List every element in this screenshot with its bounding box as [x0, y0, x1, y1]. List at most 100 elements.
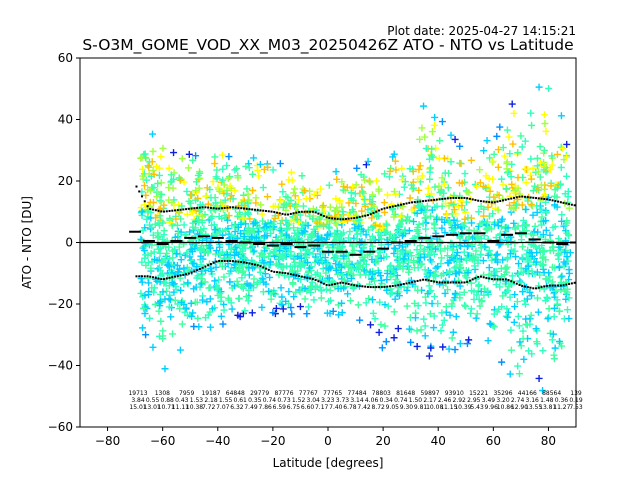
- scatter-point: [422, 299, 430, 307]
- scatter-point: [503, 165, 511, 173]
- scatter-point: [291, 185, 299, 193]
- scatter-point: [310, 190, 318, 198]
- scatter-point: [223, 190, 231, 198]
- y-axis: −60 −40 −20 0 20 40 60: [48, 51, 80, 434]
- scatter-point: [544, 315, 552, 323]
- scatter-point: [301, 242, 309, 250]
- scatter-point: [214, 183, 222, 191]
- std-marker: [402, 203, 405, 206]
- scatter-point: [506, 293, 514, 301]
- scatter-point: [437, 327, 445, 335]
- scatter-point: [231, 252, 239, 260]
- scatter-point: [187, 299, 195, 307]
- scatter-point: [381, 322, 389, 330]
- scatter-point: [420, 102, 428, 110]
- scatter-point: [421, 332, 429, 340]
- scatter-point: [322, 285, 330, 293]
- std-marker: [394, 284, 397, 287]
- scatter-point: [150, 248, 158, 256]
- scatter-point: [425, 251, 433, 259]
- std-marker: [165, 277, 168, 280]
- std-marker: [251, 208, 254, 211]
- scatter-point: [421, 266, 429, 274]
- y-tick-label: −40: [48, 359, 73, 373]
- scatter-point: [290, 224, 298, 232]
- scatter-point: [527, 230, 535, 238]
- scatter-point: [473, 310, 481, 318]
- scatter-point: [334, 244, 342, 252]
- scatter-point: [542, 168, 550, 176]
- scatter-point: [563, 229, 571, 237]
- scatter-point: [356, 316, 364, 324]
- scatter-point: [192, 207, 200, 215]
- scatter-point: [284, 221, 292, 229]
- std-marker: [499, 278, 502, 281]
- std-marker: [204, 206, 207, 209]
- scatter-point: [415, 220, 423, 228]
- std-marker: [501, 199, 504, 202]
- std-marker: [146, 205, 149, 208]
- scatter-point: [524, 197, 532, 205]
- scatter-point: [183, 210, 191, 218]
- scatter-point: [522, 265, 530, 273]
- scatter-point: [503, 158, 511, 166]
- scatter-point: [316, 284, 324, 292]
- scatter-point: [517, 132, 525, 140]
- scatter-point: [174, 300, 182, 308]
- std-marker: [485, 200, 488, 203]
- std-marker: [422, 200, 425, 203]
- scatter-point: [254, 228, 262, 236]
- scatter-point: [335, 261, 343, 269]
- scatter-point: [296, 303, 304, 311]
- bin-stat-std: 6.75: [287, 404, 301, 411]
- scatter-point: [169, 247, 177, 255]
- scatter-point: [326, 203, 334, 211]
- scatter-point: [169, 184, 177, 192]
- scatter-point: [301, 187, 309, 195]
- scatter-point: [443, 211, 451, 219]
- std-marker: [242, 207, 245, 210]
- scatter-point: [219, 165, 227, 173]
- std-marker: [350, 283, 353, 286]
- scatter-point: [256, 160, 264, 168]
- scatter-point: [234, 212, 242, 220]
- std-marker: [490, 278, 493, 281]
- scatter-point: [272, 304, 280, 312]
- scatter-point: [499, 181, 507, 189]
- scatter-point: [325, 274, 333, 282]
- scatter-point: [325, 181, 333, 189]
- scatter-point: [197, 252, 205, 260]
- scatter-point: [372, 259, 380, 267]
- bin-stat-mean: 0.74: [394, 397, 408, 404]
- std-marker: [201, 266, 204, 269]
- scatter-point: [353, 230, 361, 238]
- scatter-point: [425, 352, 433, 360]
- scatter-point: [533, 340, 541, 348]
- scatter-point: [476, 179, 484, 187]
- std-marker: [193, 270, 196, 273]
- std-marker: [411, 201, 414, 204]
- y-tick-label: 40: [58, 113, 73, 127]
- scatter-point: [485, 247, 493, 255]
- std-marker: [226, 259, 229, 262]
- scatter-point: [480, 205, 488, 213]
- scatter-point: [447, 131, 455, 139]
- scatter-point: [449, 227, 457, 235]
- std-marker: [276, 211, 279, 214]
- std-marker: [237, 206, 240, 209]
- std-marker: [157, 277, 160, 280]
- scatter-point: [522, 315, 530, 323]
- scatter-point: [320, 207, 328, 215]
- scatter-point: [533, 268, 541, 276]
- scatter-point: [519, 243, 527, 251]
- scatter-point: [383, 221, 391, 229]
- scatter-point: [140, 304, 148, 312]
- scatter-point: [178, 298, 186, 306]
- scatter-point: [458, 202, 466, 210]
- scatter-point: [260, 259, 268, 267]
- std-marker: [141, 195, 143, 198]
- scatter-point: [437, 260, 445, 268]
- scatter-point: [357, 171, 365, 179]
- scatter-point: [415, 186, 423, 194]
- scatter-point: [413, 327, 421, 335]
